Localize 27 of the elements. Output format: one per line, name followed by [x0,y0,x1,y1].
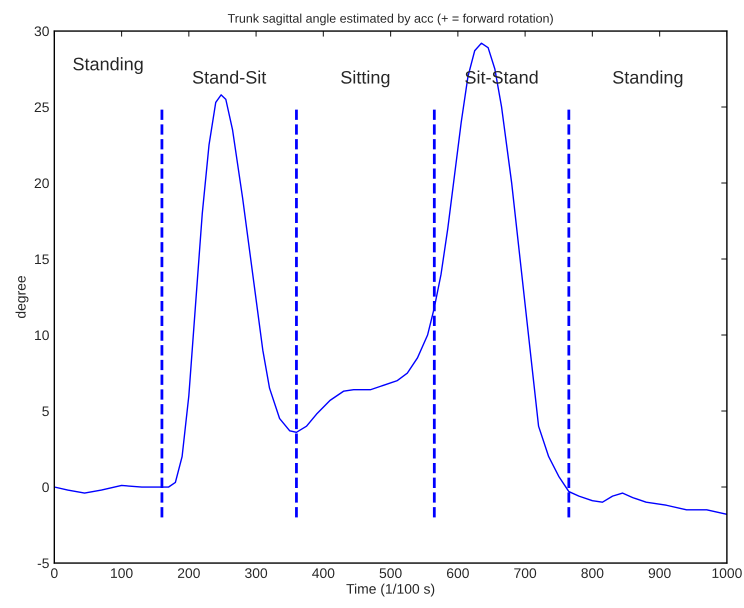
x-tick-label: 200 [178,568,200,578]
x-tick-label: 400 [312,568,334,578]
x-tick-label: 600 [446,568,469,578]
annotation: Standing [613,70,682,88]
annotation: Stand-Sit [192,70,266,84]
line-series [54,42,727,516]
chart-title: Trunk sagittal angle estimated by acc (+ = forward rotation) [228,14,553,26]
y-tick-label: 25 [34,102,49,112]
x-tick-label: 0 [50,568,58,578]
x-tick-label: 300 [245,568,268,578]
annotation: Standing [73,57,143,74]
x-axis-title: Time (1/100 s) [346,584,434,597]
x-tick-label: 500 [380,568,402,578]
y-tick-label: -5 [38,558,49,568]
y-axis-title: degree [16,276,28,318]
y-tick-label: 30 [34,26,49,36]
x-tick-label: 1000 [712,568,742,578]
x-tick-label: 700 [514,568,536,578]
x-tick-label: 100 [111,568,133,578]
y-tick-label: 15 [35,254,49,264]
y-tick-label: 0 [42,482,49,492]
annotation: Sitting [341,70,390,88]
x-tick-label: 900 [648,568,671,578]
y-tick-label: 10 [35,330,49,340]
x-tick-label: 800 [581,568,604,578]
y-tick-label: 5 [42,406,49,416]
y-tick-label: 20 [34,178,49,188]
